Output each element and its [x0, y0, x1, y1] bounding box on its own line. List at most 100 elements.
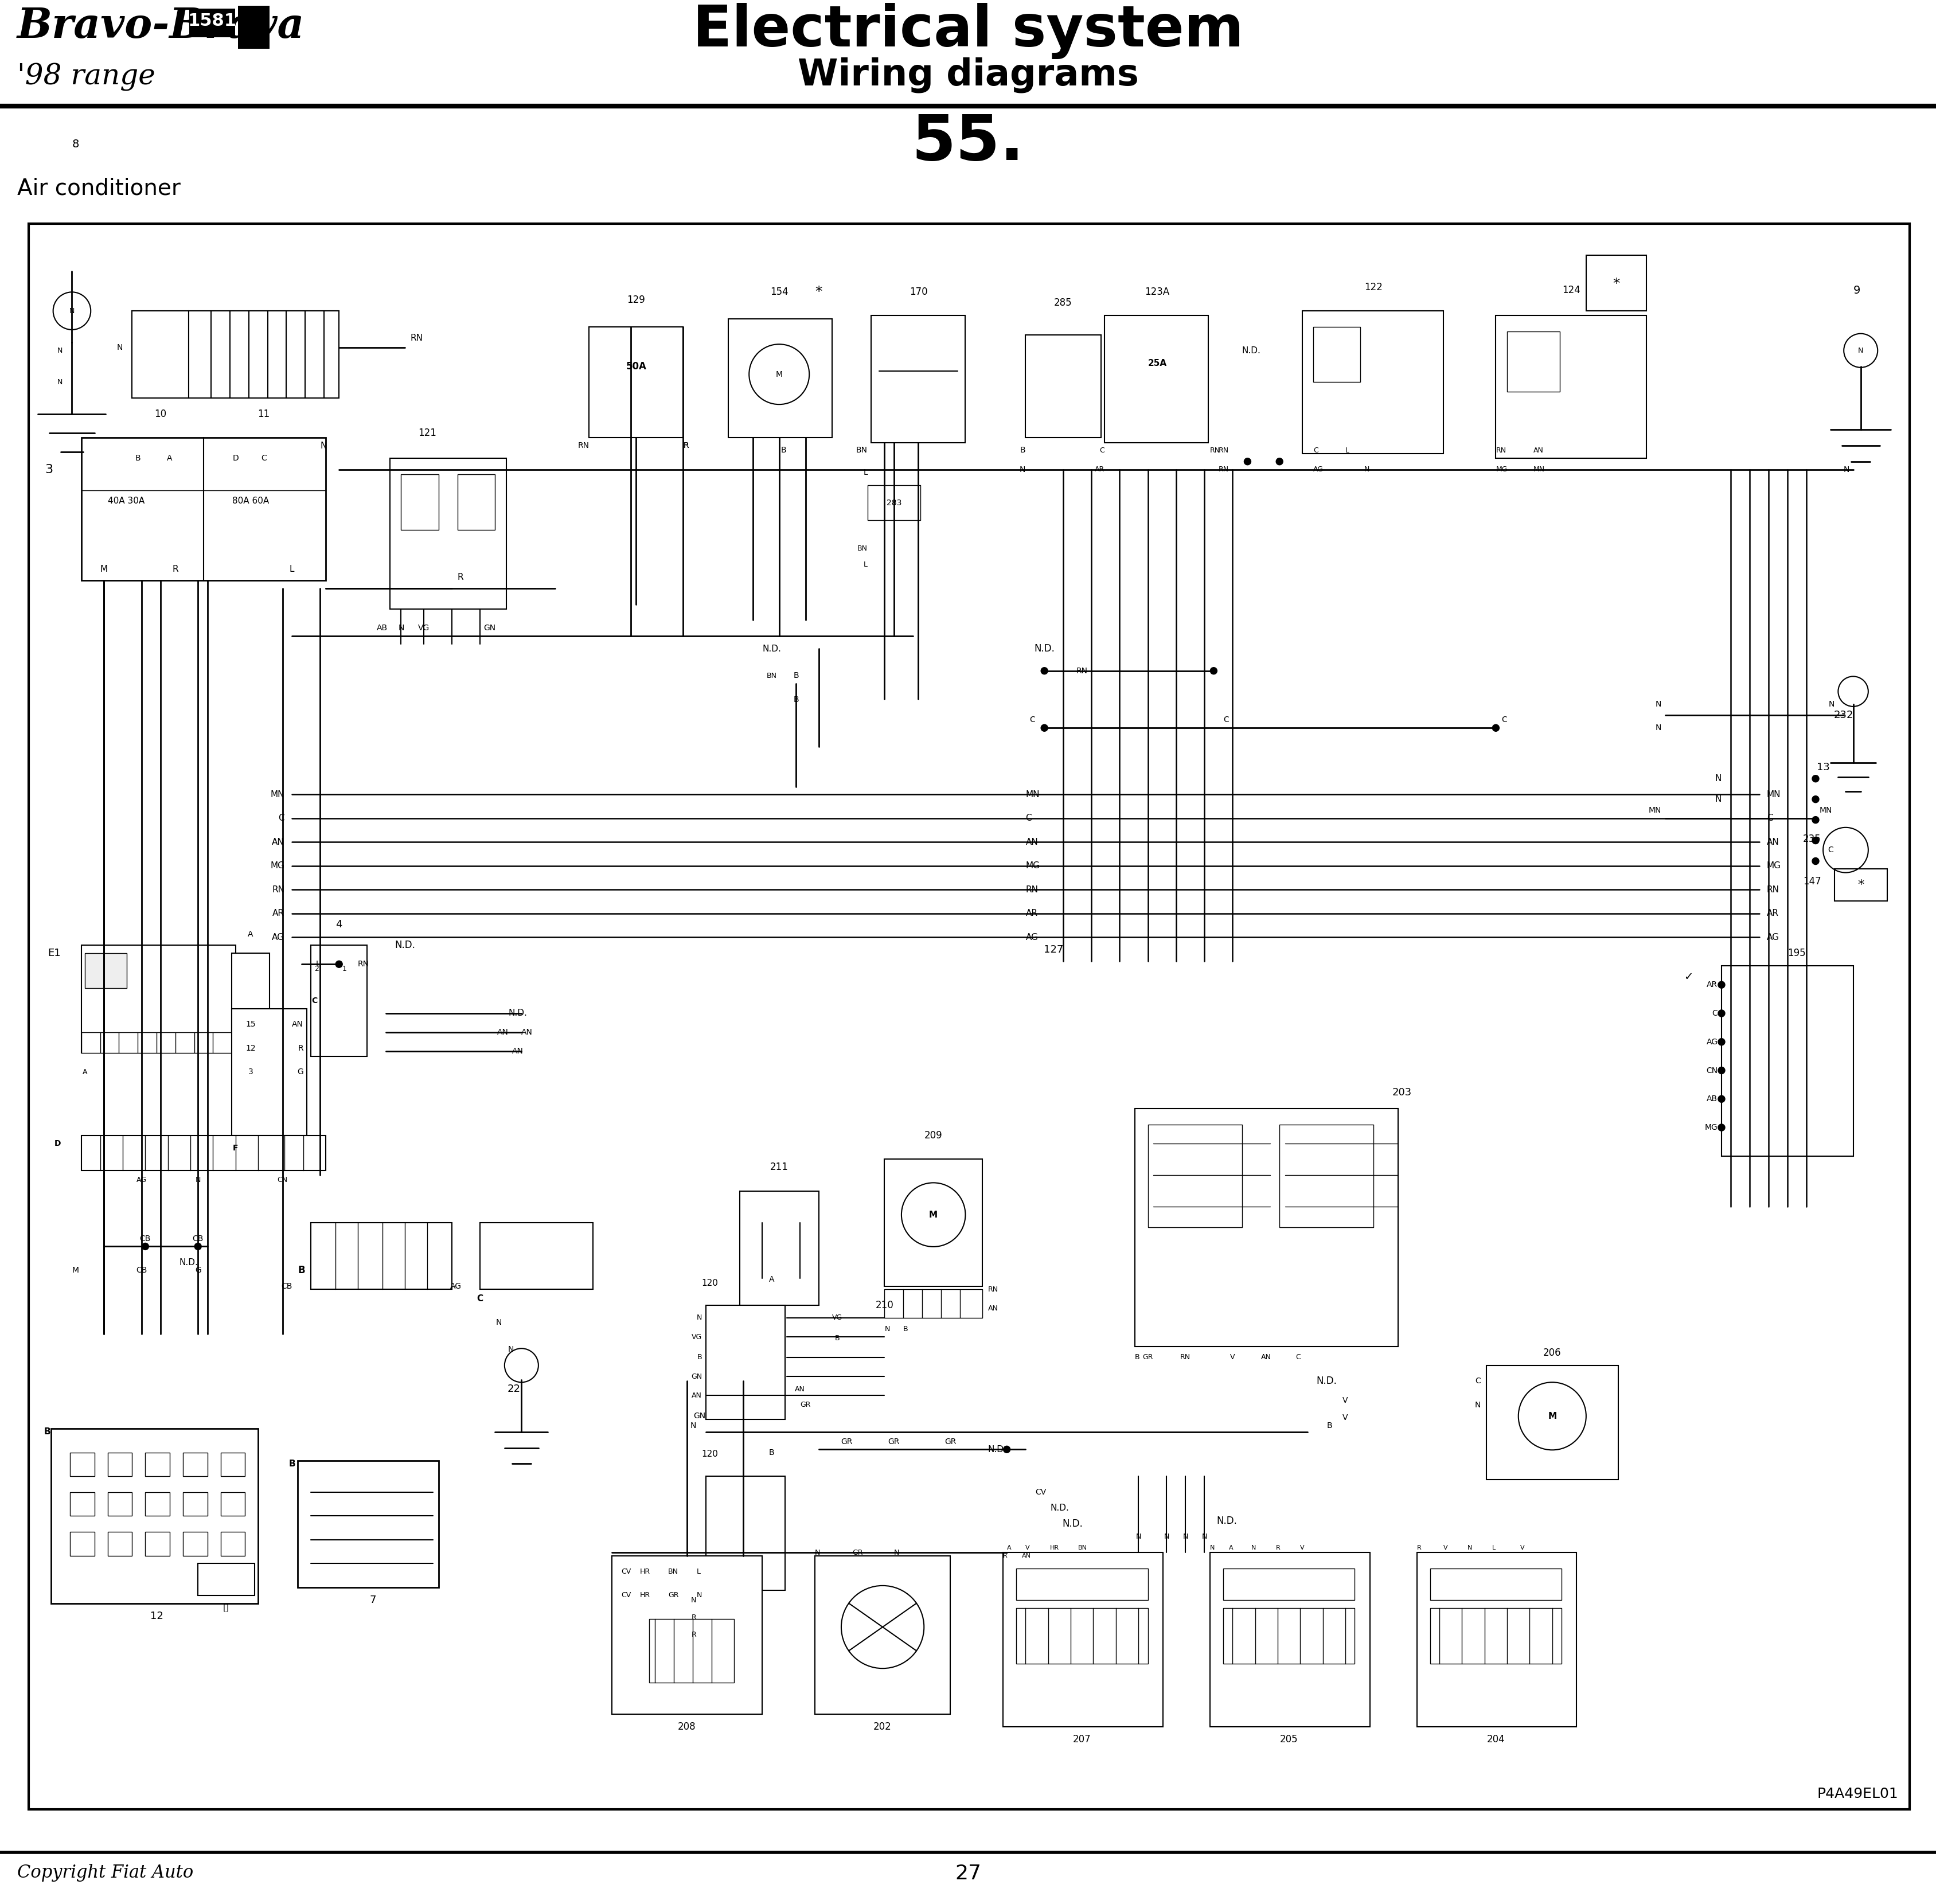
- Bar: [707, 1304, 784, 1418]
- Bar: [29, 223, 1909, 1809]
- Text: 204: 204: [1487, 1735, 1504, 1744]
- Text: 1: 1: [343, 965, 347, 973]
- Circle shape: [194, 1243, 201, 1249]
- Text: 206: 206: [1543, 1348, 1560, 1358]
- Text: *: *: [1613, 278, 1620, 291]
- Text: N: N: [116, 343, 122, 352]
- Bar: [232, 1009, 308, 1135]
- Text: B: B: [1134, 1354, 1140, 1361]
- Text: A: A: [1229, 1544, 1233, 1550]
- Text: MN: MN: [1768, 790, 1781, 800]
- Text: RN: RN: [1218, 447, 1229, 455]
- Text: 3: 3: [45, 465, 52, 476]
- Text: 7: 7: [370, 1596, 376, 1605]
- Text: GR: GR: [889, 1438, 900, 1445]
- Bar: [401, 474, 439, 529]
- Text: N: N: [691, 1596, 697, 1603]
- Text: GR: GR: [945, 1438, 956, 1445]
- Text: N: N: [1183, 1533, 1189, 1540]
- Text: V: V: [1301, 1544, 1305, 1550]
- Text: MN: MN: [1649, 807, 1661, 815]
- Text: 3: 3: [248, 1068, 254, 1076]
- Text: N: N: [815, 1548, 821, 1556]
- Text: 283: 283: [887, 499, 902, 506]
- Circle shape: [1276, 459, 1284, 465]
- Text: MG: MG: [1497, 466, 1508, 474]
- Bar: [871, 316, 966, 442]
- Text: RN: RN: [1076, 666, 1088, 674]
- Text: 129: 129: [627, 295, 645, 305]
- Text: 9: 9: [1853, 286, 1860, 295]
- Text: R: R: [691, 1615, 697, 1620]
- Text: M: M: [776, 369, 782, 379]
- Text: N: N: [1475, 1401, 1481, 1409]
- Text: V: V: [1342, 1413, 1347, 1422]
- Text: CB: CB: [136, 1266, 147, 1274]
- Text: '98 range: '98 range: [17, 63, 155, 91]
- Text: 22: 22: [507, 1384, 521, 1394]
- Text: 11: 11: [257, 409, 269, 419]
- Text: G: G: [296, 1068, 304, 1076]
- Bar: [221, 1533, 246, 1556]
- Text: 12: 12: [246, 1043, 256, 1053]
- Text: RN: RN: [577, 442, 589, 449]
- Text: AN: AN: [1026, 838, 1038, 847]
- Text: RN: RN: [1026, 885, 1038, 895]
- Text: BN: BN: [1078, 1544, 1088, 1550]
- Circle shape: [1717, 1095, 1725, 1102]
- Text: 211: 211: [771, 1161, 788, 1173]
- Text: HR: HR: [641, 1567, 650, 1575]
- Circle shape: [1717, 1009, 1725, 1017]
- Text: R: R: [683, 442, 689, 449]
- Text: E1: E1: [48, 948, 60, 958]
- Bar: [885, 1160, 982, 1285]
- Text: RN: RN: [358, 960, 370, 969]
- Text: GR: GR: [800, 1401, 811, 1409]
- Text: N: N: [1715, 775, 1721, 783]
- Text: BN: BN: [858, 545, 867, 552]
- Bar: [1105, 316, 1208, 442]
- Text: A: A: [769, 1276, 774, 1283]
- Text: B: B: [136, 455, 141, 463]
- Text: 203: 203: [1392, 1087, 1411, 1099]
- Text: N.D.: N.D.: [987, 1445, 1007, 1455]
- Text: AG: AG: [1706, 1038, 1717, 1045]
- Text: N: N: [1164, 1533, 1169, 1540]
- Text: B: B: [1326, 1422, 1332, 1430]
- Bar: [238, 32, 269, 50]
- Text: A: A: [166, 455, 172, 463]
- Text: C: C: [261, 455, 267, 463]
- Circle shape: [141, 1243, 149, 1249]
- Bar: [1721, 965, 1853, 1156]
- Text: GR: GR: [1142, 1354, 1154, 1361]
- Text: GN: GN: [691, 1373, 703, 1380]
- Text: AG: AG: [1768, 933, 1779, 942]
- Text: B: B: [1020, 446, 1026, 455]
- Text: 207: 207: [1073, 1735, 1092, 1744]
- Bar: [197, 1563, 254, 1596]
- Text: C: C: [279, 815, 285, 823]
- Text: 285: 285: [1053, 297, 1073, 308]
- Bar: [81, 1135, 325, 1171]
- Text: N: N: [1828, 701, 1835, 708]
- Text: C: C: [1224, 716, 1229, 724]
- Text: N: N: [70, 307, 76, 314]
- Text: R: R: [172, 565, 178, 573]
- Text: 27: 27: [954, 1864, 982, 1883]
- Circle shape: [1812, 775, 1820, 783]
- Text: N: N: [1467, 1544, 1473, 1550]
- Circle shape: [1812, 857, 1820, 864]
- Bar: [70, 1453, 95, 1476]
- Text: N: N: [1365, 466, 1369, 474]
- Bar: [85, 954, 126, 988]
- Text: GN: GN: [484, 625, 496, 632]
- Text: AN: AN: [1768, 838, 1779, 847]
- Text: CV: CV: [621, 1567, 631, 1575]
- Bar: [182, 1493, 207, 1516]
- Bar: [81, 1032, 236, 1053]
- Text: AR: AR: [1708, 981, 1717, 988]
- Text: N.D.: N.D.: [180, 1259, 197, 1266]
- Text: AN: AN: [292, 1021, 304, 1028]
- Bar: [1003, 1552, 1164, 1727]
- Bar: [1224, 1569, 1355, 1599]
